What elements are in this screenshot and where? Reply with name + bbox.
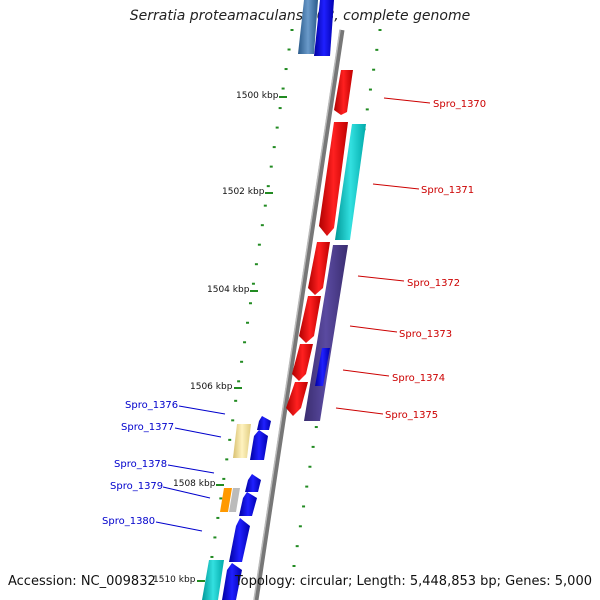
- gene-spro-1370[interactable]: [334, 70, 353, 115]
- scale-label-1510: 1510 kbp: [153, 575, 196, 585]
- feature-purple-1372[interactable]: [304, 245, 348, 421]
- gene-spro-1380[interactable]: [229, 518, 250, 562]
- gene-spro-1375[interactable]: [286, 382, 308, 416]
- gene-bottom-blue[interactable]: [222, 563, 242, 600]
- gene-spro-1372[interactable]: [308, 242, 330, 295]
- genome-title: Serratia proteamaculans 568, complete ge…: [129, 8, 471, 24]
- gene-feature-top-blue[interactable]: [314, 0, 334, 56]
- feature-yellow-1377[interactable]: [233, 424, 251, 458]
- scale-label-1506: 1506 kbp: [190, 382, 233, 392]
- gene-label-spro-1379: Spro_1379: [110, 481, 163, 492]
- gene-label-spro-1373: Spro_1373: [399, 329, 452, 340]
- gene-spro-1374-blue[interactable]: [315, 348, 330, 386]
- scale-label-1502: 1502 kbp: [222, 187, 265, 197]
- gene-spro-1379[interactable]: [239, 492, 257, 516]
- gene-spro-1377[interactable]: [250, 430, 268, 460]
- gene-label-spro-1380: Spro_1380: [102, 516, 155, 527]
- gene-label-spro-1376: Spro_1376: [125, 400, 178, 411]
- gene-labels-right: Spro_1370 Spro_1371 Spro_1372 Spro_1373 …: [335, 97, 486, 421]
- gene-label-spro-1370: Spro_1370: [433, 99, 486, 110]
- gene-label-spro-1374: Spro_1374: [392, 373, 445, 384]
- gene-label-spro-1372: Spro_1372: [407, 278, 460, 289]
- genome-backbone: [253, 29, 345, 600]
- scale-label-1500: 1500 kbp: [236, 91, 279, 101]
- accession-text: Accession: NC_009832: [8, 574, 156, 589]
- gene-spro-1374[interactable]: [292, 344, 313, 381]
- gene-label-spro-1378: Spro_1378: [114, 459, 167, 470]
- gene-spro-1373[interactable]: [299, 296, 321, 343]
- feature-cyan-bottom[interactable]: [202, 560, 224, 600]
- feature-orange-1379[interactable]: [220, 488, 232, 512]
- scale-labels: 1500 kbp 1502 kbp 1504 kbp 1506 kbp 1508…: [153, 91, 287, 585]
- gene-label-spro-1371: Spro_1371: [421, 185, 474, 196]
- gene-spro-1371[interactable]: [319, 122, 348, 236]
- scale-label-1508: 1508 kbp: [173, 479, 216, 489]
- gene-labels-left: Spro_1376 Spro_1377 Spro_1378 Spro_1379 …: [102, 400, 226, 532]
- gene-spro-1376[interactable]: [257, 416, 271, 430]
- genome-summary-text: Topology: circular; Length: 5,448,853 bp…: [234, 574, 592, 589]
- gene-label-spro-1375: Spro_1375: [385, 410, 438, 421]
- feature-grey-1379[interactable]: [229, 488, 240, 512]
- feature-cyan-1371[interactable]: [335, 124, 366, 240]
- gene-feature-top-steel[interactable]: [298, 0, 318, 54]
- scale-label-1504: 1504 kbp: [207, 285, 250, 295]
- gene-label-spro-1377: Spro_1377: [121, 422, 174, 433]
- scale-ticks-left: [204, 29, 294, 597]
- gene-spro-1378[interactable]: [245, 474, 261, 492]
